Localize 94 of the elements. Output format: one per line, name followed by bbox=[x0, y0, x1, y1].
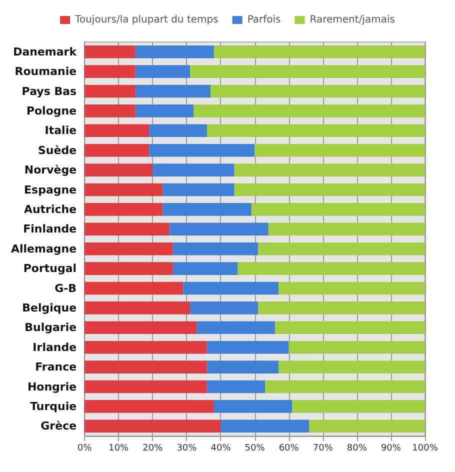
y-tick-label: Portugal bbox=[23, 262, 77, 276]
bar bbox=[84, 380, 208, 394]
bar bbox=[194, 104, 425, 118]
y-tick-label: Belgique bbox=[22, 301, 77, 314]
bar bbox=[84, 302, 190, 314]
bar bbox=[84, 262, 174, 275]
bar bbox=[268, 222, 425, 236]
bar bbox=[84, 420, 221, 433]
bar bbox=[258, 302, 425, 314]
y-tick-label: Italie bbox=[44, 124, 77, 138]
bar bbox=[149, 144, 255, 157]
bar bbox=[84, 164, 153, 176]
x-tick-label: 60% bbox=[278, 444, 300, 454]
bar bbox=[84, 203, 163, 216]
y-tick-label: Danemark bbox=[13, 45, 78, 58]
bar bbox=[214, 400, 292, 413]
bar bbox=[278, 360, 425, 374]
legend-label: Toujours/la plupart du temps bbox=[74, 14, 218, 26]
x-tick-label: 40% bbox=[210, 444, 232, 454]
y-tick-label: Espagne bbox=[24, 183, 77, 196]
x-tick-label: 0% bbox=[77, 444, 92, 454]
x-tick-label: 30% bbox=[176, 444, 198, 454]
x-tick-label: 100% bbox=[412, 444, 438, 454]
y-tick-label: Bulgarie bbox=[24, 321, 77, 334]
y-tick-label: Autriche bbox=[24, 202, 77, 216]
bar bbox=[84, 104, 136, 118]
bar bbox=[220, 420, 310, 433]
bar bbox=[173, 262, 238, 275]
bar bbox=[214, 45, 425, 58]
y-tick-label: Allemagne bbox=[10, 242, 77, 256]
y-tick-label: Pologne bbox=[26, 104, 77, 118]
y-tick-label: Suède bbox=[38, 144, 77, 157]
bar bbox=[309, 420, 425, 433]
bar bbox=[288, 340, 425, 354]
bar bbox=[162, 203, 252, 216]
x-tick-label: 50% bbox=[244, 444, 266, 454]
bar bbox=[234, 183, 425, 196]
bar bbox=[196, 321, 276, 334]
y-tick-label: Pays Bas bbox=[22, 84, 78, 98]
y-tick-label: Turquie bbox=[30, 400, 77, 413]
bar bbox=[136, 84, 211, 98]
x-tick-label: 20% bbox=[142, 444, 164, 454]
bar bbox=[136, 45, 214, 58]
bar bbox=[170, 222, 268, 236]
bar bbox=[207, 340, 289, 354]
bar bbox=[278, 282, 425, 295]
legend-label: Parfois bbox=[247, 14, 281, 26]
bar bbox=[258, 242, 425, 256]
bar bbox=[84, 360, 208, 374]
bar bbox=[84, 222, 170, 236]
bar bbox=[183, 282, 279, 295]
bar bbox=[84, 45, 136, 58]
bar bbox=[264, 380, 425, 394]
bar bbox=[254, 144, 425, 157]
bar bbox=[84, 242, 174, 256]
bar bbox=[84, 144, 150, 157]
bar bbox=[84, 340, 208, 354]
x-tick-label: 80% bbox=[346, 444, 368, 454]
bar bbox=[275, 321, 425, 334]
y-tick-label: Finlande bbox=[23, 222, 77, 236]
x-tick-label: 70% bbox=[312, 444, 334, 454]
y-tick-label: Grèce bbox=[40, 420, 77, 433]
y-tick-label: Hongrie bbox=[27, 380, 77, 394]
y-tick-label: Roumanie bbox=[14, 65, 77, 78]
bar bbox=[238, 262, 425, 275]
bar bbox=[207, 360, 279, 374]
bar bbox=[173, 242, 258, 256]
bar bbox=[84, 183, 163, 196]
bar bbox=[84, 124, 150, 138]
bar bbox=[292, 400, 425, 413]
x-tick-label: 10% bbox=[108, 444, 130, 454]
bar bbox=[207, 124, 425, 138]
x-tick-label: 90% bbox=[380, 444, 402, 454]
bar bbox=[162, 183, 234, 196]
bar bbox=[149, 124, 208, 138]
bar bbox=[210, 84, 425, 98]
bar bbox=[84, 282, 184, 295]
bar bbox=[84, 400, 214, 413]
bar bbox=[136, 104, 194, 118]
bar bbox=[207, 380, 265, 394]
bar bbox=[84, 65, 136, 78]
y-tick-label: G-B bbox=[54, 282, 77, 295]
bar bbox=[251, 203, 425, 216]
legend-label: Rarement/jamais bbox=[310, 14, 395, 26]
bar bbox=[84, 321, 197, 334]
bar bbox=[136, 65, 190, 78]
bar bbox=[84, 84, 136, 98]
bar bbox=[234, 164, 425, 176]
y-tick-label: France bbox=[35, 360, 77, 374]
bar bbox=[190, 65, 425, 78]
bar bbox=[152, 164, 234, 176]
y-tick-label: Norvège bbox=[24, 164, 77, 177]
y-tick-label: Irlande bbox=[32, 340, 77, 354]
bar bbox=[190, 302, 258, 314]
